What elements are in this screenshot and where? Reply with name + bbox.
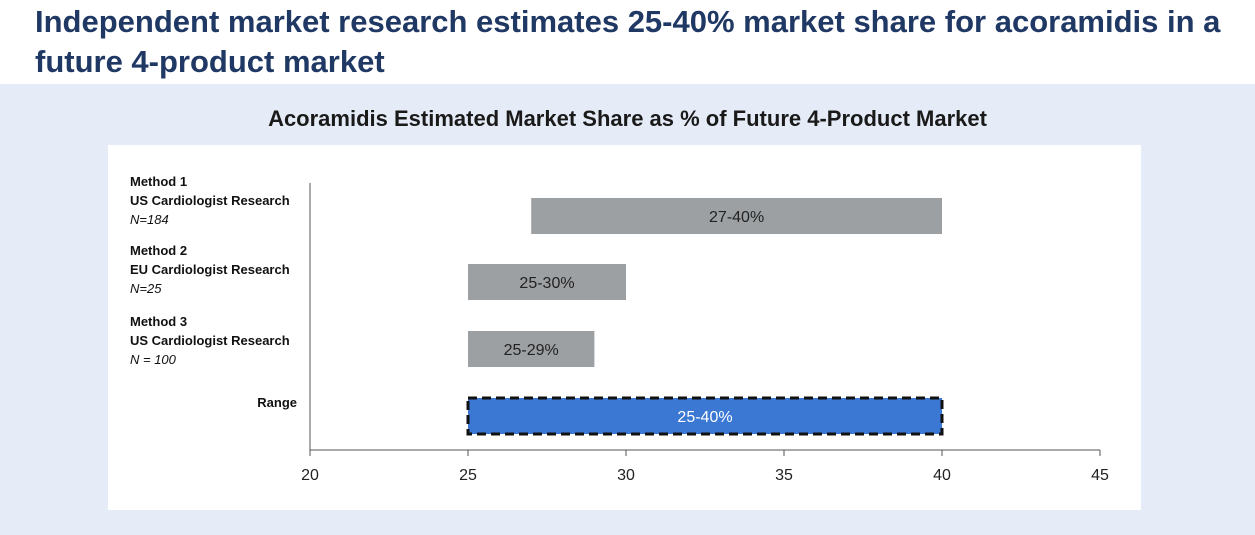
row-label-method: Method 2 [130, 243, 188, 258]
chart-title: Acoramidis Estimated Market Share as % o… [268, 106, 987, 131]
x-tick-label: 25 [459, 467, 477, 484]
row-label-method-1: Method 1 US Cardiologist Research N=184 [130, 172, 300, 229]
row-label-sample-size: N=184 [130, 212, 169, 227]
bar-3 [468, 331, 595, 367]
row-label-method: Method 3 [130, 314, 188, 329]
bar-1 [531, 198, 942, 234]
row-label-source: US Cardiologist Research [130, 333, 290, 348]
x-tick-label: 40 [933, 467, 951, 484]
x-tick-label: 30 [617, 467, 635, 484]
bar-data-label: 25-29% [504, 342, 559, 359]
bar-data-label: 25-30% [519, 275, 574, 292]
row-label-method: Method 1 [130, 174, 188, 189]
x-tick-label: 20 [301, 467, 319, 484]
x-tick-label: 35 [775, 467, 793, 484]
row-label-range: Range [257, 395, 297, 410]
row-label-source: EU Cardiologist Research [130, 262, 290, 277]
row-label-sample-size: N=25 [130, 281, 162, 296]
row-label-source: US Cardiologist Research [130, 193, 290, 208]
bar-4 [466, 396, 944, 436]
bar-data-label: 25-40% [677, 409, 732, 426]
row-label-method-2: Method 2 EU Cardiologist Research N=25 [130, 241, 300, 298]
bar-2 [468, 264, 626, 300]
bar-data-label: 27-40% [709, 209, 764, 226]
x-tick-label: 45 [1091, 467, 1109, 484]
page-headline: Independent market research estimates 25… [35, 4, 1221, 79]
row-label-method-3: Method 3 US Cardiologist Research N = 10… [130, 312, 300, 369]
row-label-sample-size: N = 100 [130, 352, 176, 367]
